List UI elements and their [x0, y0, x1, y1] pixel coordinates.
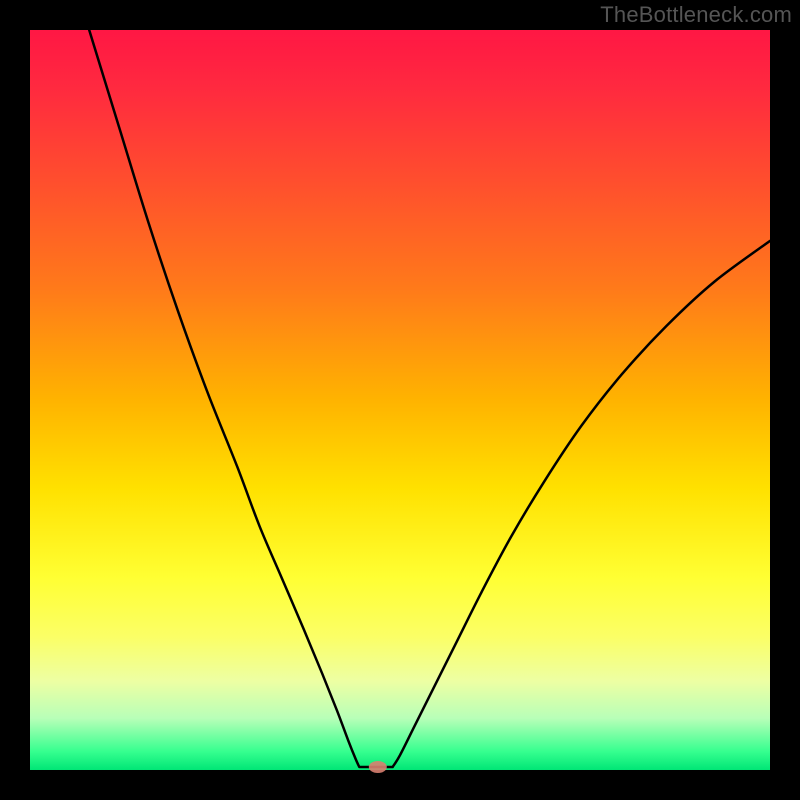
- plot-background: [30, 30, 770, 770]
- chart-svg-wrap: [0, 0, 800, 800]
- bottleneck-chart: [0, 0, 800, 800]
- sweet-spot-marker: [369, 761, 387, 773]
- watermark-text: TheBottleneck.com: [600, 2, 792, 28]
- chart-container: { "watermark": { "text": "TheBottleneck.…: [0, 0, 800, 800]
